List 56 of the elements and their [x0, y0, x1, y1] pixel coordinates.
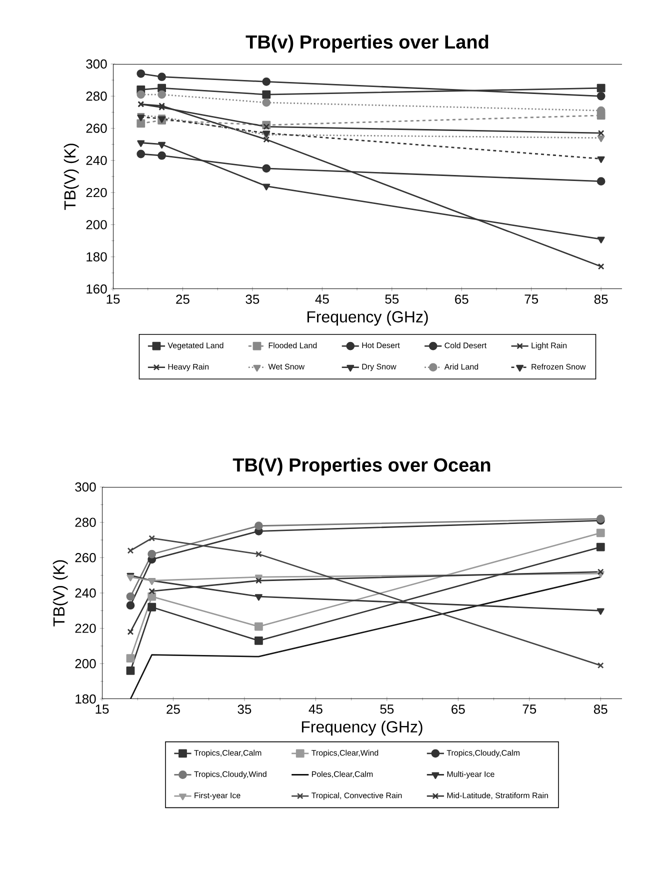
x-axis-title: Frequency (GHz): [302, 720, 422, 736]
x-tick-label: 85: [594, 294, 608, 304]
y-tick-label: 240: [86, 156, 107, 166]
legend-label: Hot Desert: [362, 342, 400, 348]
y-tick-label: 300: [75, 482, 96, 492]
legend-label: Tropics,Cloudy,Wind: [194, 771, 266, 779]
x-tick-label: 75: [524, 294, 538, 304]
y-axis-title: TB(V) (K): [52, 560, 68, 626]
y-tick-label: 260: [75, 553, 96, 562]
y-tick-label: 260: [86, 124, 107, 133]
y-tick-label: 280: [86, 92, 107, 101]
y-tick-label: 200: [75, 659, 96, 668]
x-tick-label: 65: [455, 294, 468, 304]
x-tick-label: 35: [238, 704, 252, 714]
legend-label: Dry Snow: [362, 364, 396, 372]
x-tick-label: 85: [594, 704, 608, 714]
x-tick-label: 35: [246, 294, 260, 304]
legend-label: First-year Ice: [194, 792, 240, 800]
y-axis-title: TB(V) (K): [64, 144, 79, 210]
chart-title: TB(v) Properties over Land: [246, 34, 488, 52]
legend-label: Wet Snow: [268, 364, 305, 370]
x-axis-title: Frequency (GHz): [307, 310, 428, 326]
y-tick-label: 180: [76, 694, 96, 704]
legend-label: Cold Desert: [444, 342, 487, 348]
legend-label: Poles,Clear,Calm: [312, 771, 373, 778]
x-tick-label: 55: [385, 294, 399, 304]
legend-label: Tropics,Clear,Wind: [312, 750, 378, 758]
legend-label: Tropical, Convective Rain: [312, 792, 402, 800]
y-tick-label: 240: [75, 588, 96, 598]
legend-label: Heavy Rain: [168, 364, 209, 372]
legend-label: Arid Land: [444, 364, 478, 370]
x-tick-label: 75: [522, 704, 536, 714]
x-tick-label: 15: [106, 294, 120, 304]
legend-label: Refrozen Snow: [532, 364, 586, 370]
legend-label: Mid-Latitude, Stratiform Rain: [447, 792, 548, 800]
y-tick-label: 220: [75, 624, 96, 633]
x-tick-label: 65: [452, 704, 465, 714]
x-tick-label: 25: [166, 704, 180, 714]
y-tick-label: 160: [86, 284, 107, 294]
x-tick-label: 55: [380, 704, 394, 714]
legend-label: Tropics,Cloudy,Calm: [446, 750, 520, 758]
legend-label: Vegetated Land: [168, 342, 224, 350]
chart-title: TB(V) Properties over Ocean: [232, 458, 490, 476]
x-tick-label: 45: [315, 294, 329, 304]
x-tick-label: 25: [176, 294, 190, 304]
x-tick-label: 15: [96, 704, 109, 714]
y-tick-label: 280: [75, 518, 96, 527]
legend-label: Tropics,Clear,Calm: [194, 750, 262, 758]
legend-label: Multi-year Ice: [447, 771, 494, 779]
legend-label: Light Rain: [532, 342, 567, 350]
y-tick-label: 180: [86, 252, 107, 262]
x-tick-label: 45: [308, 704, 322, 714]
legend-label: Flooded Land: [268, 342, 317, 348]
y-tick-label: 200: [86, 220, 107, 230]
y-tick-label: 220: [86, 188, 107, 198]
y-tick-label: 300: [86, 59, 107, 69]
